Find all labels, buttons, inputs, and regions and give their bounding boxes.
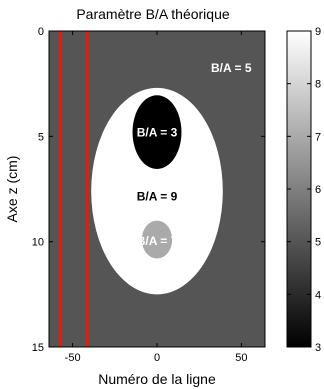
- y-tick-label: 0: [38, 26, 44, 38]
- colorbar-tick-label: 8: [315, 79, 321, 91]
- y-tick-label: 10: [32, 237, 44, 249]
- region-ba-9: [91, 87, 223, 295]
- background-label: B/A = 5: [211, 61, 252, 75]
- x-tick-label: 0: [154, 352, 160, 364]
- region-ba-7: [141, 220, 173, 259]
- region-label-7: B/A = 7: [137, 234, 178, 248]
- colorbar-tick-label: 4: [315, 289, 321, 301]
- colorbar-tick-label: 9: [315, 26, 321, 38]
- colorbar-tick-label: 3: [315, 342, 321, 354]
- colorbar-tick-label: 6: [315, 184, 321, 196]
- y-tick-label: 5: [38, 131, 44, 143]
- colorbar-tick-label: 5: [315, 237, 321, 249]
- region-label-3: B/A = 3: [137, 125, 178, 139]
- region-label-9: B/A = 9: [137, 190, 178, 204]
- colorbar: 3 4 5 6 7 8 9: [286, 26, 321, 354]
- y-tick-label: 15: [32, 342, 44, 354]
- y-axis-label: Axe z (cm): [4, 156, 20, 223]
- region-ba-3: [132, 95, 182, 169]
- chart-title: Paramètre B/A théorique: [76, 6, 230, 22]
- x-axis-label: Numéro de la ligne: [98, 371, 216, 387]
- plot-area: [49, 31, 265, 347]
- colorbar-tick-label: 7: [315, 131, 321, 143]
- x-tick-label: 50: [235, 352, 247, 364]
- x-tick-label: -50: [65, 352, 81, 364]
